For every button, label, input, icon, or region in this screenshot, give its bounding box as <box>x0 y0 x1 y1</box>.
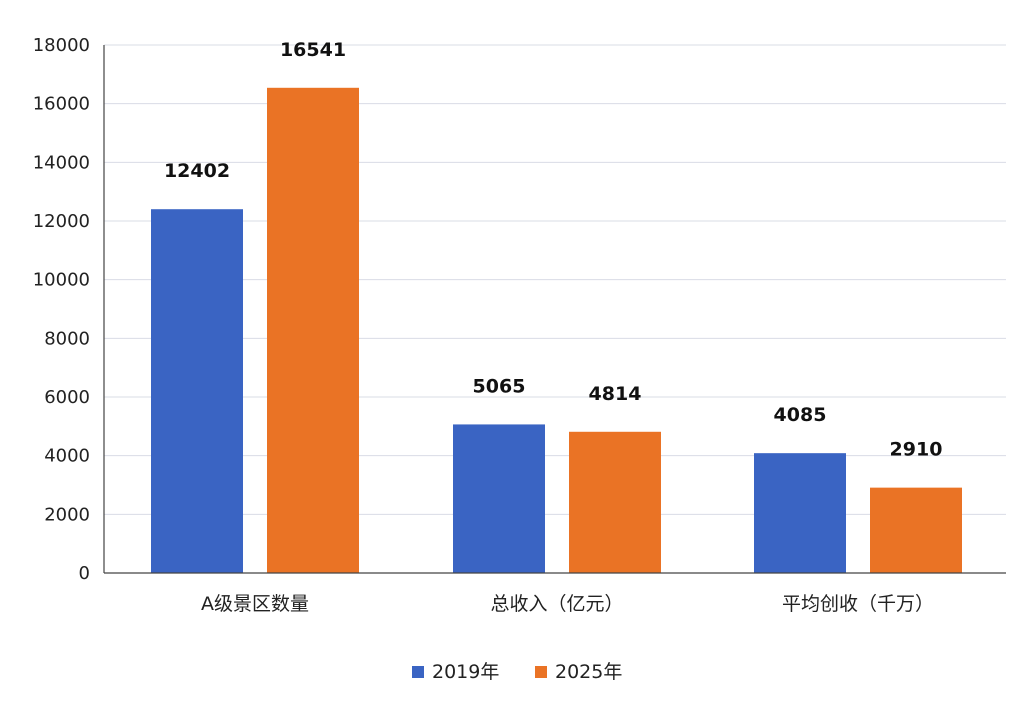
y-tick-label: 12000 <box>33 211 90 232</box>
x-category-label: 总收入（亿元） <box>490 593 623 615</box>
y-tick-label: 14000 <box>33 152 90 173</box>
data-label: 2910 <box>890 439 943 461</box>
grid-lines <box>104 44 1006 515</box>
bar-series2-cat1 <box>267 87 359 573</box>
data-label: 4085 <box>774 404 827 426</box>
bar-series2-cat2 <box>569 431 661 573</box>
y-tick-label: 0 <box>79 563 90 584</box>
y-tick-label: 8000 <box>44 328 90 349</box>
bar-series2-cat3 <box>870 487 962 573</box>
bars <box>151 87 962 573</box>
legend-label-1: 2019年 <box>432 661 499 683</box>
legend-swatch-1 <box>412 666 424 678</box>
y-tick-label: 6000 <box>44 387 90 408</box>
data-label: 4814 <box>589 383 642 405</box>
bar-series1-cat3 <box>754 453 846 573</box>
x-category-label: 平均创收（千万） <box>782 593 934 615</box>
legend-swatch-2 <box>535 666 547 678</box>
data-label: 12402 <box>164 160 230 182</box>
data-label: 5065 <box>473 375 526 397</box>
y-tick-label: 2000 <box>44 504 90 525</box>
bar-series1-cat2 <box>453 424 545 573</box>
y-tick-label: 16000 <box>33 94 90 115</box>
axes: 0 2000 4000 6000 8000 10000 12000 14000 16000 180… <box>33 35 1006 615</box>
y-tick-label: 10000 <box>33 270 90 291</box>
y-tick-label: 4000 <box>44 446 90 467</box>
legend-label-2: 2025年 <box>555 661 622 683</box>
data-label: 16541 <box>280 39 346 61</box>
bar-series1-cat1 <box>151 209 243 573</box>
y-tick-label: 18000 <box>33 35 90 56</box>
data-labels: 12402 5065 4085 16541 4814 2910 <box>164 39 943 461</box>
x-category-label: A级景区数量 <box>201 593 309 615</box>
legend: 2019年 2025年 <box>412 661 622 683</box>
